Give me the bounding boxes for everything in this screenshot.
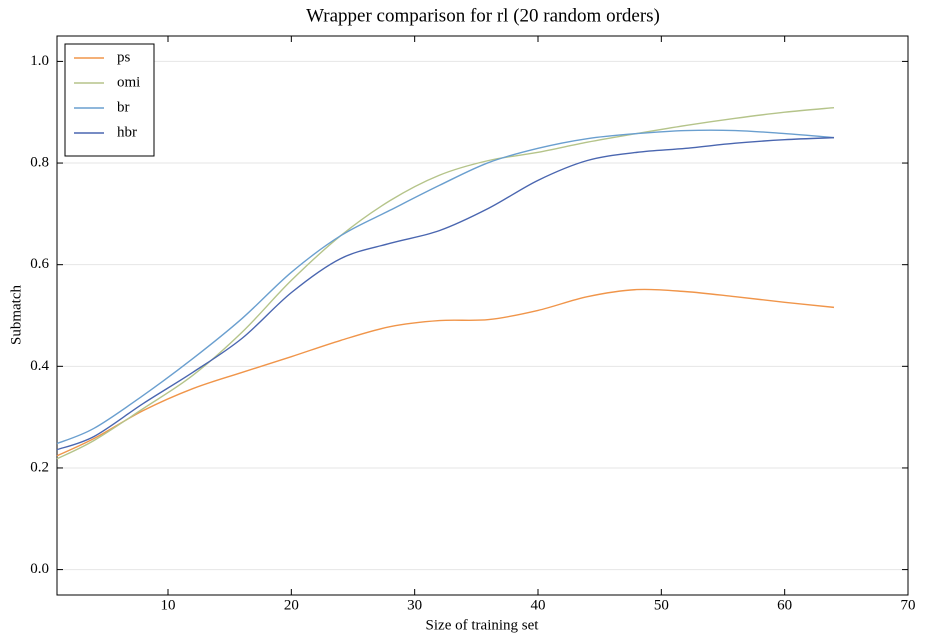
legend-label: hbr [117,124,137,140]
x-tick-label: 30 [407,597,422,613]
legend-box [64,43,155,157]
y-tick-label: 0.6 [30,256,49,272]
chart-title: Wrapper comparison for rl (20 random ord… [306,5,660,26]
x-tick-label: 10 [161,597,176,613]
series-line [56,136,835,451]
x-tick-label: 20 [284,597,299,613]
series-line [56,106,835,460]
x-tick-label: 40 [531,597,546,613]
y-tick-label: 1.0 [30,53,49,69]
y-tick-label: 0.0 [30,561,49,577]
y-tick-label: 0.4 [30,358,49,374]
series-line [56,129,835,445]
series-line [56,288,835,457]
legend-label: ps [117,49,131,65]
plot-frame [56,35,909,596]
legend-label: omi [117,74,140,90]
legend: ps omi br hbr [64,43,155,157]
x-tick-label: 50 [654,597,669,613]
legend-label: br [117,99,130,115]
y-tick-label: 0.8 [30,154,49,170]
y-axis-label: Submatch [8,285,24,345]
x-tick-label: 70 [901,597,916,613]
x-tick-label: 60 [777,597,792,613]
y-tick-label: 0.2 [30,459,49,475]
x-axis-label: Size of training set [426,617,540,633]
